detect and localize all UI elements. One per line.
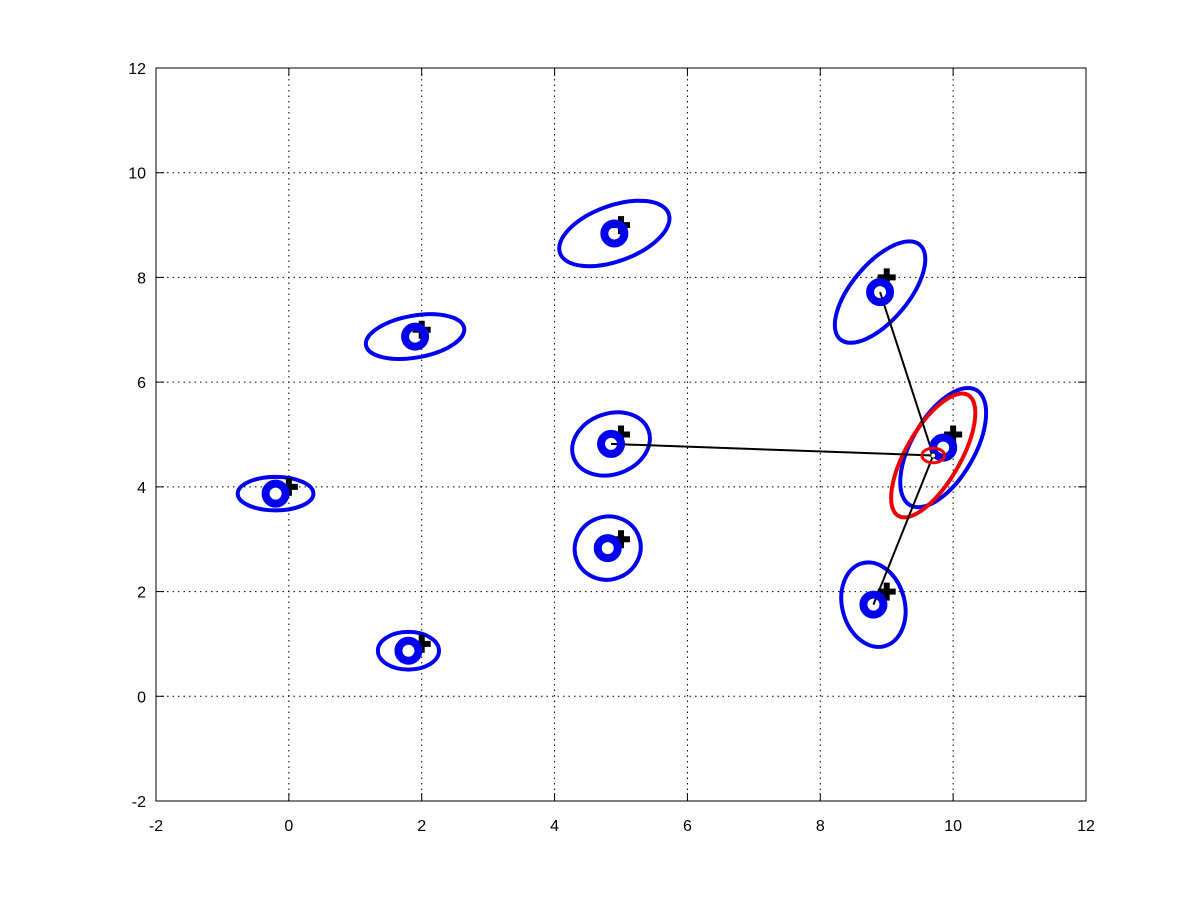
y-tick-label: 6 (137, 375, 146, 392)
robot-pose (920, 446, 947, 465)
observation-line (879, 291, 935, 456)
y-tick-label: 12 (128, 61, 146, 78)
robot-position-marker (930, 452, 937, 459)
landmark-covariance-ellipse (557, 198, 672, 269)
true-landmark-marker (279, 477, 298, 496)
observation-line (610, 442, 934, 457)
observation-line (872, 455, 935, 606)
x-tick-label: 8 (816, 818, 825, 835)
x-tick-label: 0 (284, 818, 293, 835)
estimated-landmark-marker (593, 534, 622, 563)
robot-inner-ellipse (920, 446, 947, 465)
estimated-landmark-marker (394, 636, 423, 665)
true-landmark-marker (412, 634, 431, 653)
landmark-covariance-ellipse (235, 474, 316, 513)
true-landmark-marker (612, 530, 630, 549)
x-tick-label: -2 (149, 818, 163, 835)
landmark-covariance-ellipse (363, 312, 467, 361)
estimated-landmark-marker (401, 322, 430, 351)
x-tick-label: 2 (417, 818, 426, 835)
y-tick-label: 0 (137, 689, 146, 706)
x-tick-label: 10 (944, 818, 962, 835)
estimated-landmark-marker (597, 429, 626, 458)
estimated-landmark-marker (859, 590, 888, 619)
x-tick-label: 4 (550, 818, 559, 835)
estimated-landmark-marker (600, 219, 629, 248)
axis-ticks: -2 0 2 4 6 8 10 12 -2 0 2 4 6 8 10 12 (128, 61, 1095, 835)
y-tick-label: 10 (128, 166, 146, 183)
true-landmark-marker (944, 425, 963, 444)
y-tick-label: 8 (137, 270, 146, 287)
estimated-landmark-marker (261, 479, 290, 508)
x-tick-label: 6 (683, 818, 692, 835)
robot-covariance-ellipse (889, 391, 978, 520)
x-tick-label: 12 (1077, 818, 1095, 835)
landmark-covariance-ellipse (839, 560, 908, 649)
landmark-markers (261, 216, 963, 665)
landmark-covariance-ellipse (832, 239, 928, 345)
covariance-ellipses (235, 198, 989, 672)
plot-frame (155, 67, 1087, 802)
observation-lines (610, 291, 935, 606)
landmark-covariance-ellipse (570, 410, 652, 478)
true-landmark-marker (877, 268, 896, 287)
landmark-covariance-ellipse (375, 629, 441, 672)
y-tick-label: -2 (132, 794, 146, 811)
y-tick-label: 4 (137, 480, 146, 497)
true-landmark-marker (877, 582, 896, 601)
landmark-covariance-ellipse (572, 514, 643, 582)
estimated-landmark-marker (866, 278, 895, 307)
y-tick-label: 2 (137, 585, 146, 602)
